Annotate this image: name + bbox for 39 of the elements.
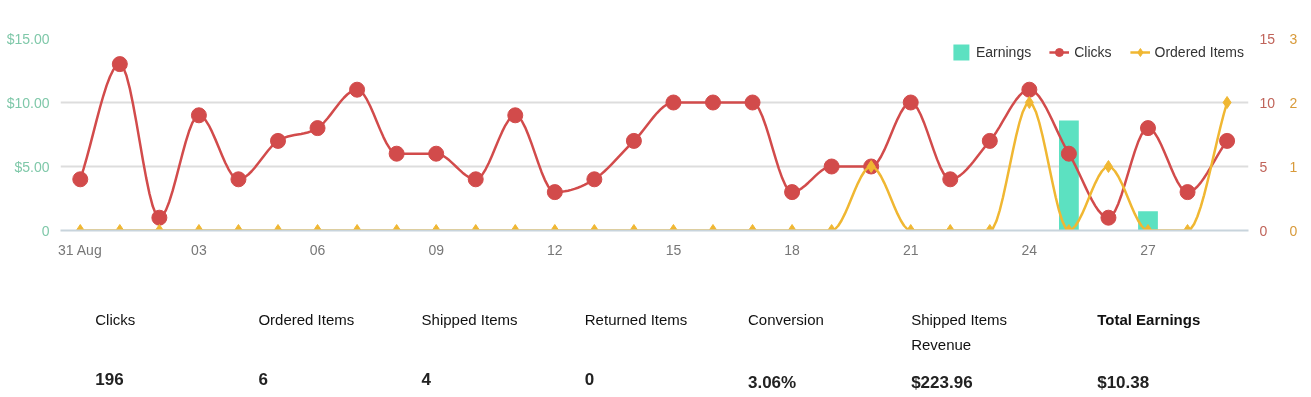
y-tick-label: 0: [41, 222, 50, 239]
y3-tick-label: 1: [1289, 158, 1298, 175]
text: 3.06%: [747, 372, 797, 392]
y3-tick-label: 3: [1289, 30, 1298, 47]
text: Total Earnings: [1097, 310, 1201, 328]
y-tick-label: $15.00: [6, 30, 50, 47]
text: Ordered Items: [258, 310, 355, 328]
y2-tick-label: 10: [1259, 94, 1276, 111]
y2-tick-label: 5: [1259, 158, 1268, 175]
y2-tick-label: 15: [1259, 30, 1276, 47]
legend-label: Clicks: [1074, 44, 1112, 60]
text: Conversion: [747, 310, 824, 328]
text: Shipped Items Revenue: [911, 310, 1008, 353]
y3-tick-label: 0: [1289, 222, 1298, 239]
y-tick-label: $5.00: [14, 158, 50, 175]
text: 6: [258, 369, 268, 389]
legend-label: Earnings: [975, 44, 1032, 60]
x-tick-label: 06: [309, 241, 326, 258]
legend-label: Ordered Items: [1154, 44, 1244, 60]
y-tick-label: $10.00: [6, 94, 50, 111]
text: Shipped Items: [421, 310, 518, 328]
text: $223.96: [911, 372, 973, 392]
x-tick-label: 24: [1021, 241, 1038, 258]
text: Clicks: [95, 310, 136, 328]
x-tick-label: 03: [191, 241, 207, 258]
x-tick-label: 31 Aug: [58, 241, 102, 258]
y3-tick-label: 2: [1289, 94, 1298, 111]
x-tick-label: 15: [665, 241, 682, 258]
x-tick-label: 21: [902, 241, 919, 258]
text: 4: [421, 369, 432, 389]
x-tick-label: 09: [428, 241, 445, 258]
x-tick-label: 27: [1140, 241, 1156, 258]
x-tick-label: 12: [547, 241, 563, 258]
x-tick-label: 18: [784, 241, 801, 258]
text: Returned Items: [584, 310, 688, 328]
text: $10.38: [1097, 372, 1150, 392]
text: 196: [95, 369, 124, 389]
y2-tick-label: 0: [1259, 222, 1268, 239]
text: 0: [584, 369, 595, 389]
